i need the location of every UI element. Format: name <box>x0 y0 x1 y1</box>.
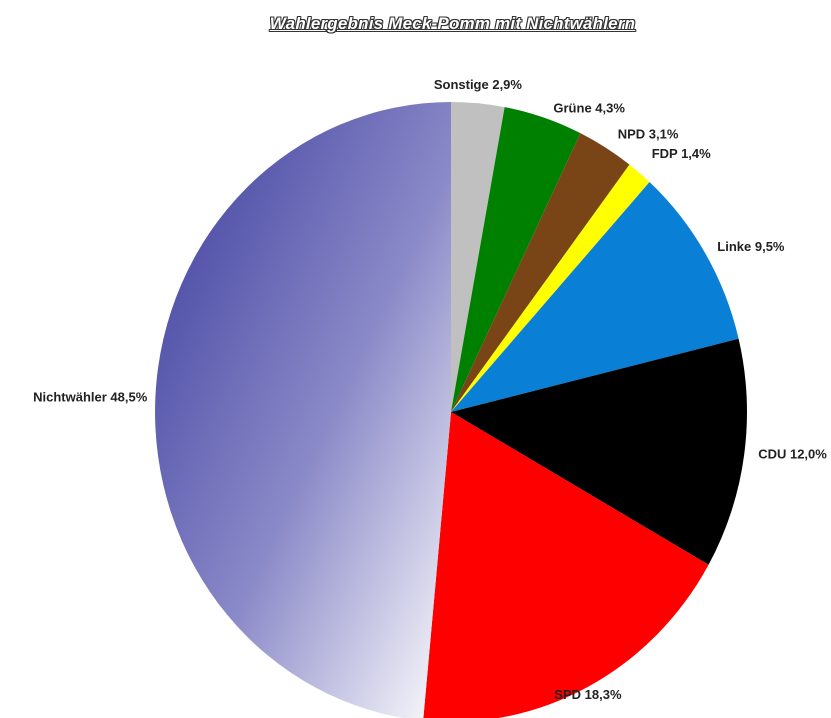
pie-slice-cdu <box>451 338 747 565</box>
pie-labels: Sonstige 2,9% Grüne 4,3% NPD 3,1% FDP 1,4% L… <box>33 77 827 702</box>
data-label-sonstige: Sonstige 2,9% <box>434 77 523 92</box>
data-label-npd: NPD 3,1% <box>618 127 679 142</box>
pie-slice-fdp <box>451 164 650 412</box>
pie-slice-gruene <box>451 107 581 412</box>
data-label-fdp: FDP 1,4% <box>652 146 711 161</box>
pie-slice-spd <box>423 412 709 718</box>
data-label-spd: SPD 18,3% <box>554 687 622 702</box>
data-label-cdu: CDU 12,0% <box>758 447 827 462</box>
pie-slice-linke <box>451 182 739 412</box>
chart-title: Wahlergebnis Meck-Pomm mit Nichtwählern <box>269 14 636 33</box>
pie-slice-npd <box>451 133 630 412</box>
pie-slice-nichtwaehler <box>155 102 451 718</box>
pie-slice-sonstige <box>451 102 505 412</box>
data-label-gruene: Grüne 4,3% <box>553 101 625 116</box>
data-label-nichtwaehler: Nichtwähler 48,5% <box>33 389 148 404</box>
pie-slices <box>155 102 747 718</box>
data-label-linke: Linke 9,5% <box>717 239 785 254</box>
